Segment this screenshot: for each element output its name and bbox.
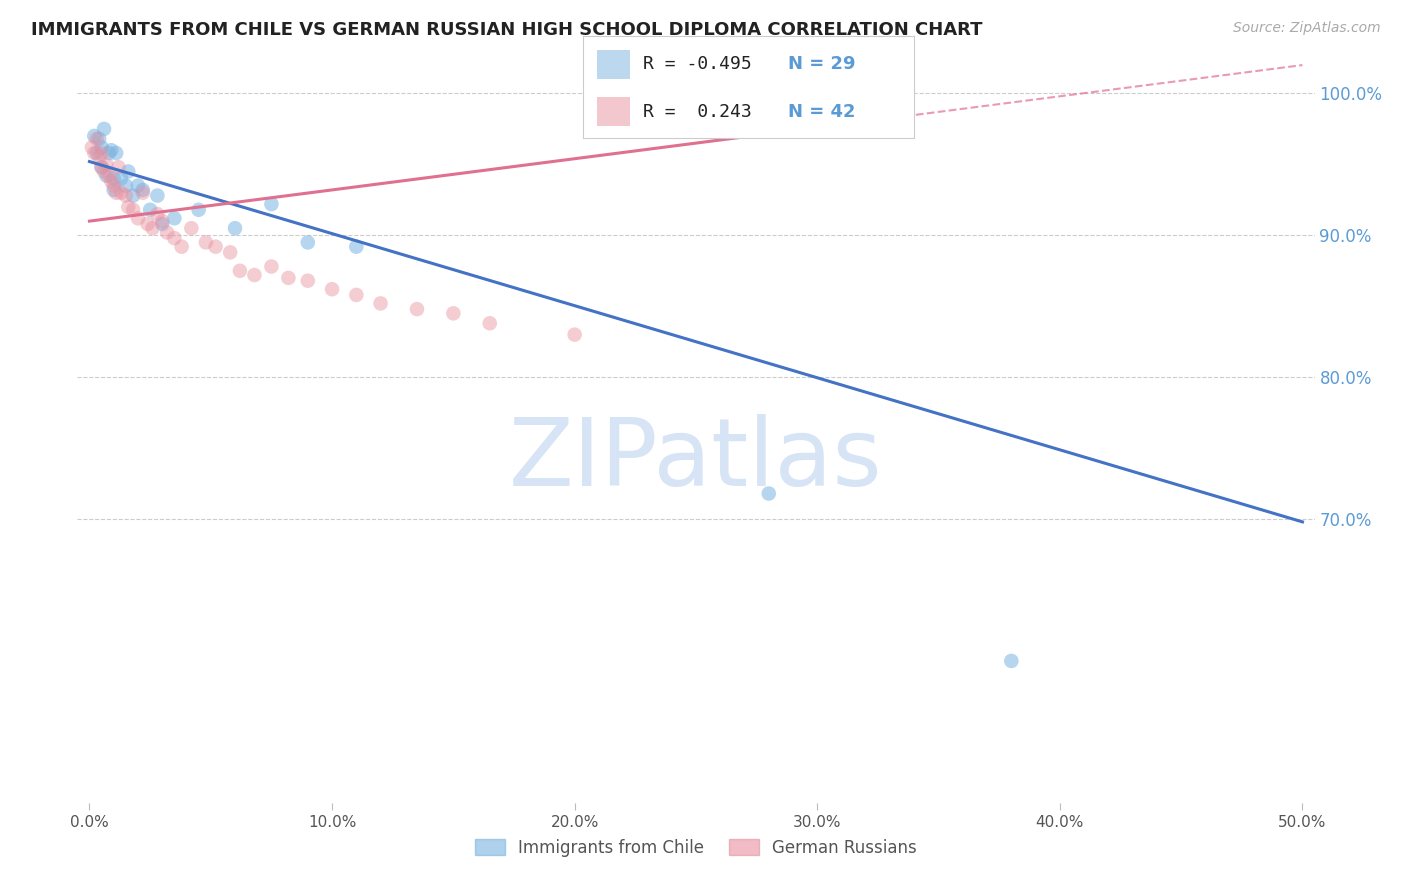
- Point: [146, 207, 169, 221]
- Point: [163, 231, 186, 245]
- Point: [93, 122, 115, 136]
- Point: [204, 240, 226, 254]
- Point: [150, 217, 173, 231]
- Point: [243, 268, 266, 282]
- Point: [406, 302, 429, 317]
- Point: [103, 183, 125, 197]
- Point: [170, 240, 193, 254]
- Point: [219, 245, 242, 260]
- Point: [89, 150, 111, 164]
- Point: [80, 140, 103, 154]
- Point: [758, 486, 780, 500]
- Point: [224, 221, 246, 235]
- Point: [96, 169, 118, 183]
- Point: [105, 186, 128, 200]
- Text: N = 29: N = 29: [789, 55, 856, 73]
- Text: ZIPatlas: ZIPatlas: [509, 414, 883, 506]
- Point: [194, 235, 217, 250]
- Point: [90, 160, 112, 174]
- Point: [100, 143, 122, 157]
- Point: [127, 178, 149, 193]
- Bar: [596, 50, 630, 78]
- Point: [321, 282, 343, 296]
- Point: [127, 211, 149, 226]
- Point: [297, 235, 319, 250]
- Bar: [596, 97, 630, 126]
- Point: [163, 211, 186, 226]
- Point: [132, 183, 155, 197]
- Point: [132, 186, 155, 200]
- Point: [100, 174, 122, 188]
- Point: [141, 221, 163, 235]
- Point: [117, 200, 139, 214]
- Point: [86, 146, 108, 161]
- Point: [97, 146, 120, 161]
- Point: [297, 274, 319, 288]
- Point: [344, 288, 367, 302]
- Text: N = 42: N = 42: [789, 103, 856, 120]
- Point: [86, 132, 108, 146]
- Point: [97, 169, 120, 183]
- Point: [115, 188, 138, 202]
- Point: [156, 226, 179, 240]
- Point: [150, 214, 173, 228]
- Point: [90, 146, 112, 161]
- Point: [115, 178, 138, 193]
- Point: [83, 128, 105, 143]
- Point: [277, 271, 299, 285]
- Point: [441, 306, 464, 320]
- Legend: Immigrants from Chile, German Russians: Immigrants from Chile, German Russians: [467, 830, 925, 865]
- Point: [260, 260, 283, 274]
- Point: [110, 186, 132, 200]
- Point: [107, 160, 129, 174]
- Text: R =  0.243: R = 0.243: [643, 103, 752, 120]
- Text: IMMIGRANTS FROM CHILE VS GERMAN RUSSIAN HIGH SCHOOL DIPLOMA CORRELATION CHART: IMMIGRANTS FROM CHILE VS GERMAN RUSSIAN …: [31, 21, 983, 38]
- Point: [146, 188, 169, 202]
- Point: [122, 188, 145, 202]
- Point: [229, 264, 252, 278]
- Point: [180, 221, 202, 235]
- Point: [90, 140, 112, 154]
- Point: [187, 202, 209, 217]
- Point: [89, 132, 111, 146]
- Point: [105, 146, 128, 161]
- Point: [344, 240, 367, 254]
- Point: [122, 202, 145, 217]
- Point: [478, 316, 501, 330]
- Text: Source: ZipAtlas.com: Source: ZipAtlas.com: [1233, 21, 1381, 35]
- Point: [103, 178, 125, 193]
- Point: [93, 164, 115, 178]
- Point: [136, 217, 159, 231]
- Point: [1000, 654, 1022, 668]
- Point: [96, 157, 118, 171]
- Point: [90, 160, 112, 174]
- Point: [139, 202, 162, 217]
- Point: [370, 296, 392, 310]
- Text: R = -0.495: R = -0.495: [643, 55, 752, 73]
- Point: [83, 146, 105, 161]
- Point: [564, 327, 586, 342]
- Point: [110, 171, 132, 186]
- Point: [260, 197, 283, 211]
- Point: [117, 164, 139, 178]
- Point: [103, 171, 125, 186]
